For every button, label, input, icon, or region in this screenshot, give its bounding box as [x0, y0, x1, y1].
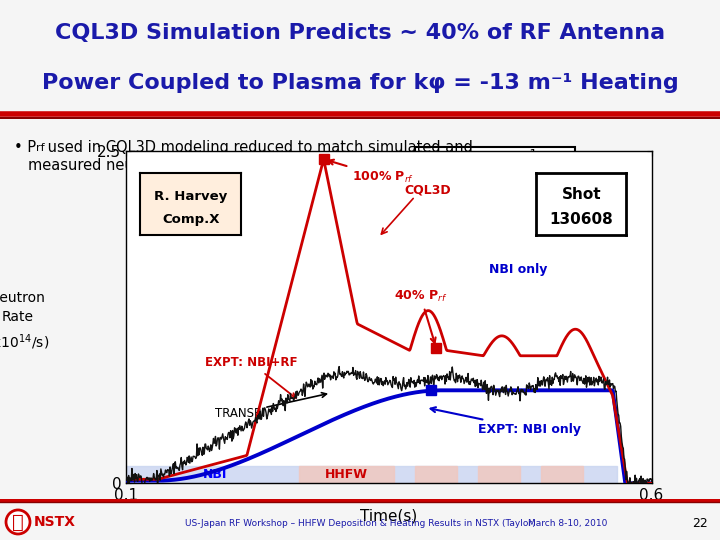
- Text: CQL3D: CQL3D: [405, 184, 451, 197]
- Text: measured neutron rate: measured neutron rate: [28, 158, 198, 173]
- Text: Power Coupled to Plasma for kφ = -13 m⁻¹ Heating: Power Coupled to Plasma for kφ = -13 m⁻¹…: [42, 73, 678, 93]
- Text: Ⓝ: Ⓝ: [12, 512, 24, 531]
- Text: -1: -1: [525, 148, 537, 161]
- Text: EXPT: NBI only: EXPT: NBI only: [431, 407, 581, 436]
- Text: EXPT: NBI+RF: EXPT: NBI+RF: [204, 356, 297, 398]
- Text: rf: rf: [36, 143, 45, 153]
- Text: NBI only: NBI only: [489, 264, 547, 276]
- Text: used in CQL3D modeling reduced to match simulated and: used in CQL3D modeling reduced to match …: [43, 140, 473, 155]
- Text: NBI: NBI: [203, 468, 228, 482]
- X-axis label: Time(s): Time(s): [360, 509, 418, 524]
- Text: NSTX: NSTX: [34, 515, 76, 529]
- Circle shape: [6, 510, 30, 534]
- Text: HHFW: HHFW: [325, 468, 368, 482]
- Text: March 8-10, 2010: March 8-10, 2010: [528, 519, 608, 529]
- Text: 130608: 130608: [549, 212, 613, 227]
- Text: = -13 m: = -13 m: [449, 153, 522, 171]
- Text: 40% P$_{rf}$: 40% P$_{rf}$: [394, 289, 447, 343]
- Bar: [478, 466, 521, 483]
- Bar: [415, 466, 457, 483]
- Text: 22: 22: [692, 517, 708, 530]
- Text: TRANSP: TRANSP: [215, 393, 326, 420]
- Text: Shot: Shot: [562, 187, 601, 202]
- Text: US-Japan RF Workshop – HHFW Deposition & Heating Results in NSTX (Taylor): US-Japan RF Workshop – HHFW Deposition &…: [185, 519, 535, 529]
- Bar: [126, 466, 618, 483]
- Text: CQL3D Simulation Predicts ~ 40% of RF Antenna: CQL3D Simulation Predicts ~ 40% of RF An…: [55, 23, 665, 43]
- Text: R. Harvey: R. Harvey: [154, 190, 228, 203]
- Bar: [415, 147, 575, 182]
- Bar: [300, 466, 394, 483]
- Text: • P: • P: [14, 140, 36, 155]
- Text: Neutron
Rate
(x10$^{14}$/s): Neutron Rate (x10$^{14}$/s): [0, 291, 49, 352]
- Text: φ: φ: [442, 161, 450, 174]
- Text: Comp.X: Comp.X: [162, 213, 220, 226]
- Bar: [541, 466, 583, 483]
- Text: 100% P$_{rf}$: 100% P$_{rf}$: [328, 160, 414, 185]
- Text: k: k: [430, 153, 441, 171]
